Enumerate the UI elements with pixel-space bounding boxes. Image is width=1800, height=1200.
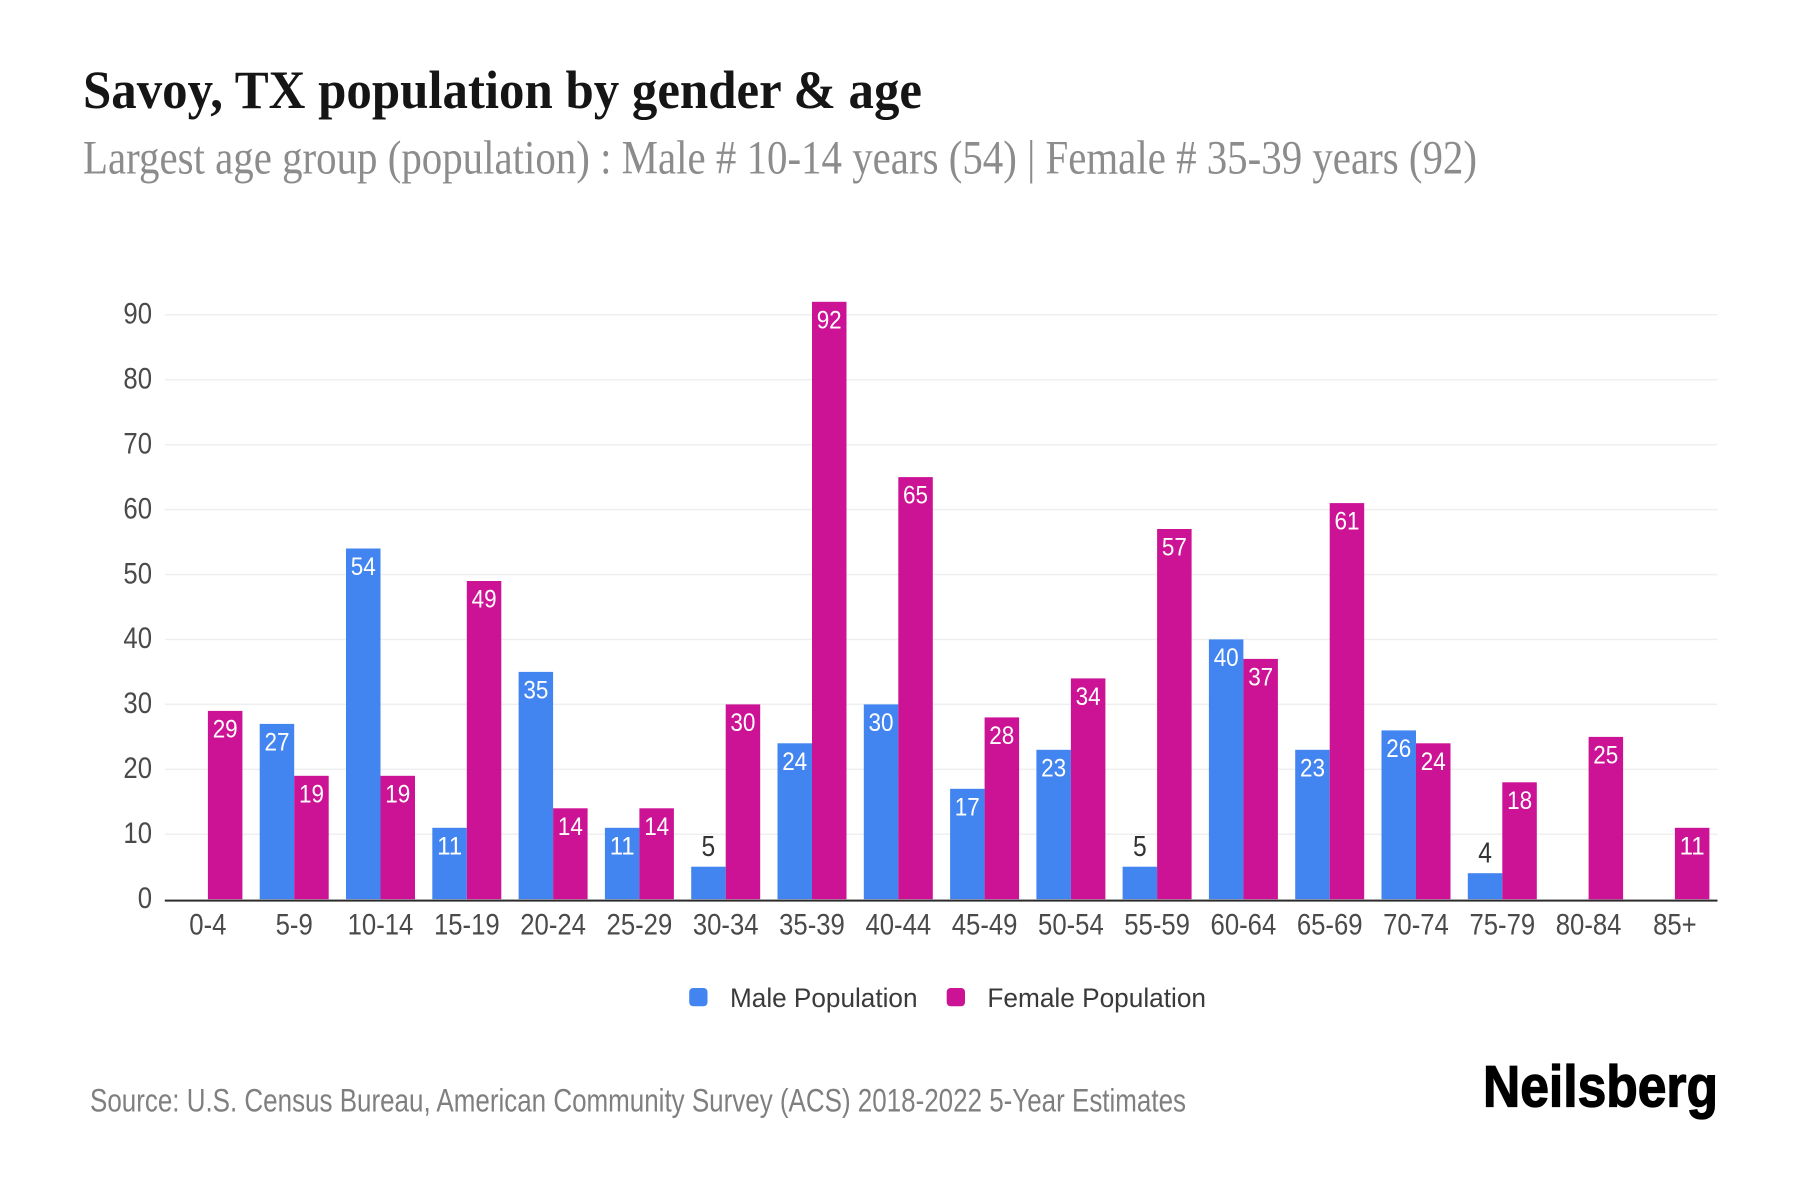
- svg-text:20-24: 20-24: [520, 908, 586, 941]
- svg-text:23: 23: [1300, 754, 1325, 782]
- svg-text:5-9: 5-9: [276, 908, 313, 941]
- svg-text:29: 29: [213, 715, 238, 743]
- svg-text:60-64: 60-64: [1211, 908, 1277, 941]
- svg-text:18: 18: [1507, 787, 1532, 815]
- svg-text:30: 30: [869, 709, 894, 737]
- svg-text:54: 54: [351, 553, 376, 581]
- svg-text:0-4: 0-4: [189, 908, 226, 941]
- svg-text:70-74: 70-74: [1383, 908, 1449, 941]
- svg-text:11: 11: [1680, 832, 1705, 860]
- svg-text:30: 30: [730, 709, 755, 737]
- svg-text:40: 40: [1214, 644, 1239, 672]
- svg-text:26: 26: [1386, 735, 1411, 763]
- svg-text:85+: 85+: [1653, 908, 1697, 941]
- svg-text:14: 14: [558, 813, 583, 841]
- svg-text:30: 30: [123, 687, 152, 720]
- svg-text:17: 17: [955, 793, 980, 821]
- svg-text:65: 65: [903, 482, 928, 510]
- svg-text:19: 19: [299, 780, 324, 808]
- svg-text:70: 70: [123, 427, 152, 460]
- svg-text:Largest age group (population): Largest age group (population) : Male # …: [83, 131, 1477, 184]
- svg-text:92: 92: [817, 306, 842, 334]
- svg-text:25: 25: [1593, 741, 1618, 769]
- svg-text:Male Population: Male Population: [730, 983, 918, 1013]
- svg-text:49: 49: [472, 586, 497, 614]
- svg-text:60: 60: [123, 492, 152, 525]
- svg-text:10-14: 10-14: [348, 908, 414, 941]
- svg-text:28: 28: [989, 722, 1014, 750]
- svg-text:57: 57: [1162, 534, 1187, 562]
- svg-text:Source: U.S. Census Bureau, Am: Source: U.S. Census Bureau, American Com…: [90, 1083, 1186, 1119]
- svg-text:80: 80: [123, 363, 152, 396]
- svg-text:80-84: 80-84: [1556, 908, 1622, 941]
- svg-text:55-59: 55-59: [1124, 908, 1190, 941]
- svg-text:Neilsberg: Neilsberg: [1483, 1055, 1718, 1120]
- svg-text:24: 24: [782, 748, 807, 776]
- svg-text:25-29: 25-29: [607, 908, 673, 941]
- svg-text:4: 4: [1478, 838, 1492, 870]
- svg-text:50-54: 50-54: [1038, 908, 1104, 941]
- svg-text:24: 24: [1421, 748, 1446, 776]
- svg-text:35-39: 35-39: [779, 908, 845, 941]
- svg-text:20: 20: [123, 752, 152, 785]
- svg-text:5: 5: [1133, 831, 1147, 863]
- svg-text:61: 61: [1335, 508, 1360, 536]
- svg-text:Female Population: Female Population: [987, 983, 1206, 1013]
- svg-text:45-49: 45-49: [952, 908, 1018, 941]
- svg-text:75-79: 75-79: [1469, 908, 1535, 941]
- svg-text:23: 23: [1041, 754, 1066, 782]
- svg-text:65-69: 65-69: [1297, 908, 1363, 941]
- svg-text:30-34: 30-34: [693, 908, 759, 941]
- svg-text:14: 14: [644, 813, 669, 841]
- svg-text:50: 50: [123, 557, 152, 590]
- svg-text:27: 27: [265, 728, 290, 756]
- svg-text:90: 90: [123, 298, 152, 331]
- svg-text:40-44: 40-44: [865, 908, 931, 941]
- svg-text:35: 35: [523, 676, 548, 704]
- svg-text:Savoy, TX population by gender: Savoy, TX population by gender & age: [83, 60, 922, 120]
- svg-text:19: 19: [385, 780, 410, 808]
- svg-text:10: 10: [123, 817, 152, 850]
- svg-text:37: 37: [1248, 663, 1273, 691]
- svg-text:40: 40: [123, 622, 152, 655]
- svg-text:11: 11: [610, 832, 635, 860]
- svg-text:34: 34: [1076, 683, 1101, 711]
- svg-text:5: 5: [702, 831, 716, 863]
- svg-text:11: 11: [437, 832, 462, 860]
- svg-text:15-19: 15-19: [434, 908, 500, 941]
- svg-text:0: 0: [138, 882, 152, 915]
